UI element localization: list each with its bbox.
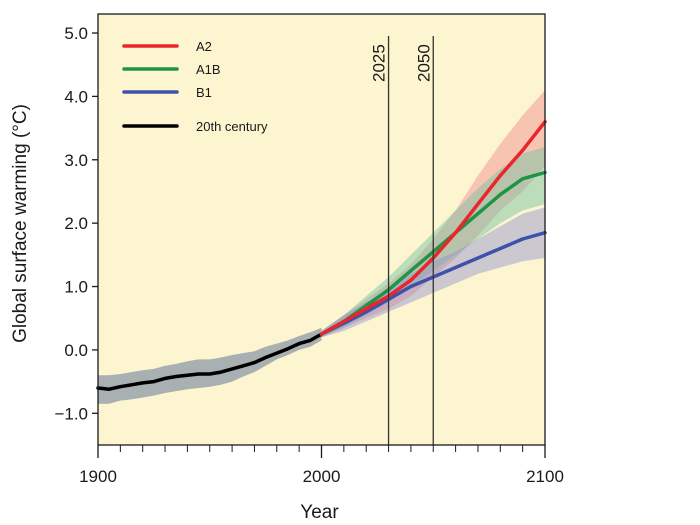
x-axis-title: Year [300,502,339,523]
y-tick-label: −1.0 [54,404,88,423]
legend-label-b1: B1 [196,85,212,100]
band-20th-century [98,327,322,404]
y-tick-label: 3.0 [64,151,88,170]
x-tick-label: 2100 [526,467,564,486]
y-tick-label: 1.0 [64,278,88,297]
x-tick-label: 2000 [303,467,341,486]
y-axis-title: Global surface warming (°C) [10,104,31,343]
legend-label-20th-century: 20th century [196,119,268,134]
y-tick-label: 2.0 [64,214,88,233]
marker-label-2025: 2025 [370,44,389,82]
legend-label-a1b: A1B [196,62,221,77]
marker-label-2050: 2050 [414,44,433,82]
y-tick-label: 4.0 [64,87,88,106]
y-tick-label: 5.0 [64,24,88,43]
series-line-20th-century [96,332,324,391]
x-tick-label: 1900 [79,467,117,486]
y-tick-label: 0.0 [64,341,88,360]
legend-label-a2: A2 [196,39,212,54]
